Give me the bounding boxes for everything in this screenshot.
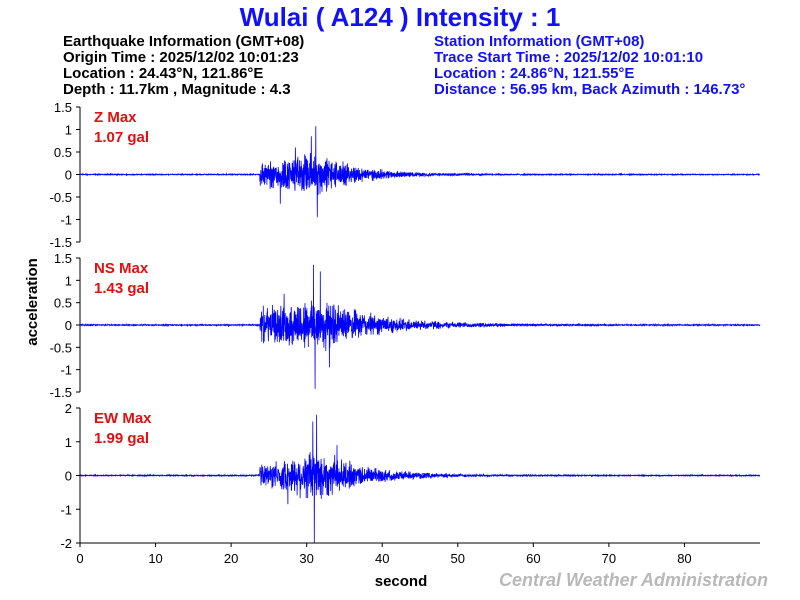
station-info-heading: Station Information (GMT+08) <box>434 33 645 50</box>
y-tick-label: 0 <box>65 469 72 484</box>
x-tick-label: 50 <box>451 551 465 566</box>
y-tick-label: 0.5 <box>54 145 72 160</box>
max-value-ew: 1.99 gal <box>94 430 149 447</box>
y-tick-label: -1 <box>60 502 72 517</box>
x-tick-label: 30 <box>299 551 313 566</box>
trace-ew <box>79 414 761 543</box>
y-tick-label: 1.5 <box>54 251 72 266</box>
y-tick-label: 1 <box>65 123 72 138</box>
station-info: Station Information (GMT+08) Trace Start… <box>434 34 745 98</box>
y-tick-label: 0 <box>65 168 72 183</box>
max-label-z: Z Max <box>94 109 137 126</box>
y-tick-label: 2 <box>65 401 72 416</box>
trace-ns <box>79 264 761 389</box>
trace-z <box>79 126 761 218</box>
y-axis-title: acceleration <box>24 258 41 346</box>
y-tick-label: 0 <box>65 318 72 333</box>
max-label-ew: EW Max <box>94 410 152 427</box>
x-axis-title: second <box>375 573 428 590</box>
x-tick-label: 0 <box>76 551 83 566</box>
x-tick-label: 80 <box>677 551 691 566</box>
y-tick-label: -0.5 <box>50 340 72 355</box>
earthquake-info: Earthquake Information (GMT+08) Origin T… <box>63 34 304 98</box>
x-tick-label: 70 <box>602 551 616 566</box>
y-tick-label: -2 <box>60 536 72 551</box>
y-tick-label: 1 <box>65 435 72 450</box>
y-tick-label: 1.5 <box>54 100 72 115</box>
x-tick-label: 40 <box>375 551 389 566</box>
y-tick-label: 1 <box>65 273 72 288</box>
trace-start-time: Trace Start Time : 2025/12/02 10:01:10 <box>434 49 704 66</box>
max-label-ns: NS Max <box>94 260 149 277</box>
distance-azimuth: Distance : 56.95 km, Back Azimuth : 146.… <box>434 81 746 98</box>
epicenter-location: Location : 24.43°N, 121.86°E <box>63 65 264 82</box>
depth-magnitude: Depth : 11.7km , Magnitude : 4.3 <box>63 81 291 98</box>
y-tick-label: -0.5 <box>50 190 72 205</box>
max-value-z: 1.07 gal <box>94 129 149 146</box>
y-tick-label: -1.5 <box>50 235 72 250</box>
y-tick-label: -1.5 <box>50 385 72 400</box>
y-tick-label: -1 <box>60 363 72 378</box>
earthquake-info-heading: Earthquake Information (GMT+08) <box>63 33 305 50</box>
x-tick-label: 20 <box>224 551 238 566</box>
y-tick-label: -1 <box>60 213 72 228</box>
x-tick-label: 10 <box>148 551 162 566</box>
origin-time: Origin Time : 2025/12/02 10:01:23 <box>63 49 299 66</box>
chart-title: Wulai ( A124 ) Intensity : 1 <box>239 2 561 32</box>
y-tick-label: 0.5 <box>54 296 72 311</box>
x-tick-label: 60 <box>526 551 540 566</box>
max-value-ns: 1.43 gal <box>94 280 149 297</box>
station-location: Location : 24.86°N, 121.55°E <box>434 65 635 82</box>
agency-credit: Central Weather Administration <box>499 570 768 590</box>
